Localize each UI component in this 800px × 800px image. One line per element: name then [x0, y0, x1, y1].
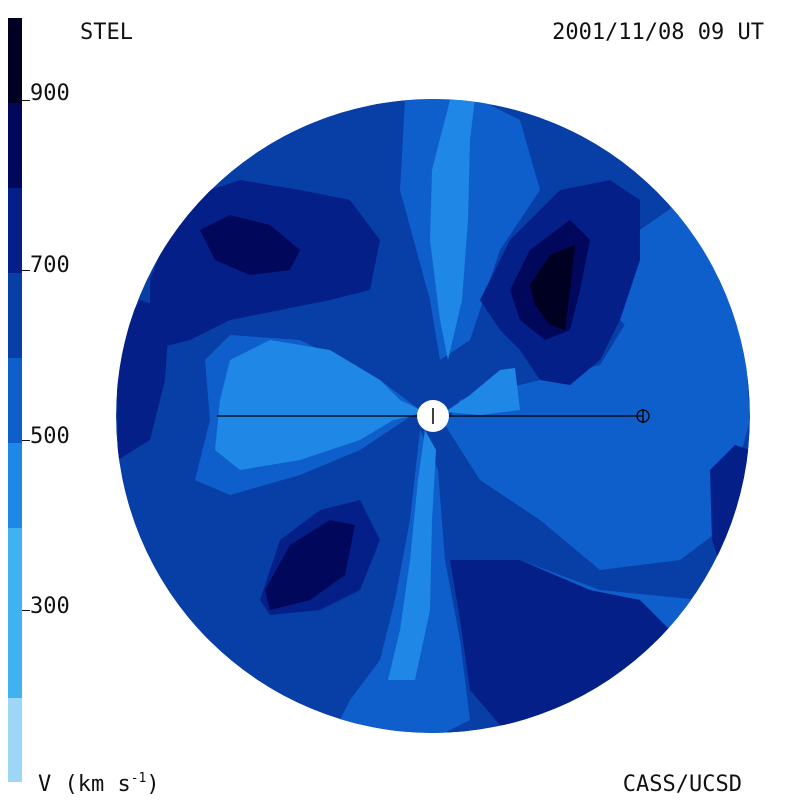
region-darker-top-left [200, 215, 300, 275]
source-label: STEL [80, 20, 133, 45]
colorbar-segment-5 [8, 273, 22, 358]
colorbar-segment-3 [8, 443, 22, 528]
velocity-colorbar [8, 18, 22, 782]
region-light-bottom [330, 430, 470, 733]
colorbar-tick-700: 700 [30, 253, 70, 278]
colorbar-tick-500: 500 [30, 424, 70, 449]
streak-light-center-right [445, 368, 520, 415]
colorbar-tick-mark-300 [22, 610, 30, 611]
streak-light-top [430, 99, 475, 360]
colorbar-segment-8 [8, 18, 22, 103]
colorbar-segment-1 [8, 698, 22, 782]
unit-label: V (km s-1) [38, 771, 160, 797]
colorbar-segment-7 [8, 103, 22, 188]
region-dark-right-edge [710, 445, 750, 580]
region-darker-bottom-left [265, 520, 355, 610]
colorbar-segment-6 [8, 188, 22, 273]
colorbar-segment-2 [8, 528, 22, 698]
datetime-label: 2001/11/08 09 UT [552, 20, 764, 45]
colorbar-tick-300: 300 [30, 594, 70, 619]
colorbar-segment-4 [8, 358, 22, 443]
unit-label-close: ) [146, 772, 160, 797]
colorbar-tick-mark-700 [22, 270, 30, 271]
unit-label-exponent: -1 [130, 771, 147, 786]
colorbar-tick-mark-900 [22, 100, 30, 101]
streak-light-left-inner [215, 340, 410, 470]
credit-label: CASS/UCSD [622, 772, 742, 797]
region-dark-left-edge [116, 300, 170, 460]
region-darkest-core [530, 245, 575, 330]
unit-label-text: V (km s [38, 772, 131, 797]
colorbar-tick-900: 900 [30, 81, 70, 106]
colorbar-tick-mark-500 [22, 440, 30, 441]
streak-light-bottom [388, 430, 436, 680]
